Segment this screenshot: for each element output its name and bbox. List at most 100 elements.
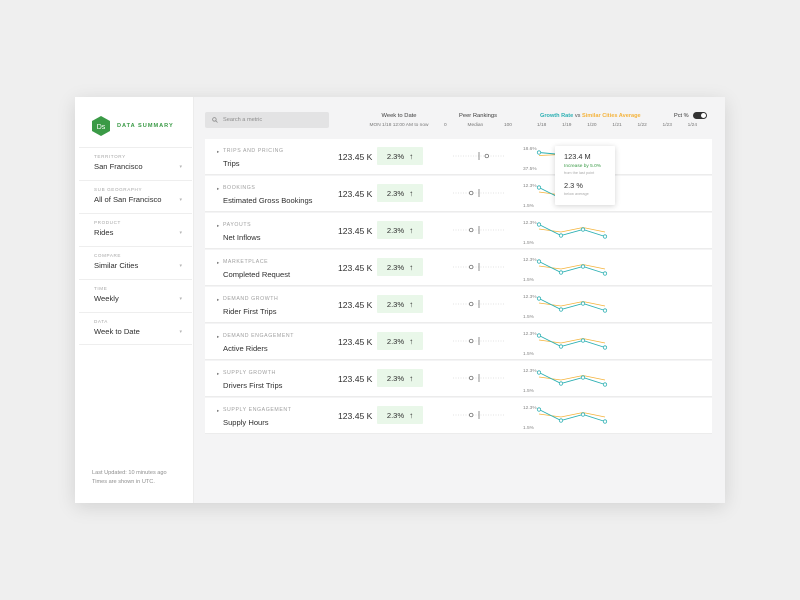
filter-label: DATA — [94, 319, 108, 324]
row-category: PAYOUTS — [223, 222, 252, 228]
filter-list: TERRITORY San Francisco ▾ SUB GEOGRAPHY … — [75, 147, 193, 345]
tooltip-pct-note: below average — [564, 192, 589, 196]
filter-time[interactable]: TIME Weekly ▾ — [79, 279, 192, 312]
change-text: 2.3% — [386, 299, 405, 309]
expand-caret-icon[interactable]: ▸ — [217, 297, 220, 302]
filter-product[interactable]: PRODUCT Rides ▾ — [79, 213, 192, 246]
y-axis-max: 12.3% — [523, 405, 537, 411]
row-category: TRIPS AND PRICING — [223, 148, 284, 154]
change-text: 2.3% — [386, 336, 405, 346]
table-row[interactable]: ▸ SUPPLY ENGAGEMENT Supply Hours 123.45 K 2.… — [205, 398, 712, 434]
chevron-down-icon: ▾ — [179, 164, 182, 170]
filter-sub-geography[interactable]: SUB GEOGRAPHY All of San Francisco ▾ — [79, 180, 192, 213]
peer-marker — [469, 338, 474, 344]
growth-point — [558, 418, 564, 423]
arrow-up-icon: ↑ — [409, 373, 414, 383]
table-row[interactable]: ▸ BOOKINGS Estimated Gross Bookings 123.45 … — [205, 176, 712, 212]
filter-territory[interactable]: TERRITORY San Francisco ▾ — [79, 147, 192, 180]
y-axis-max: 12.3% — [523, 257, 537, 263]
growth-point — [558, 270, 564, 275]
filter-value: All of San Francisco — [94, 195, 162, 204]
y-axis-max: 12.3% — [523, 183, 537, 189]
y-axis-max: 12.3% — [523, 294, 537, 300]
peer-ranking-strip — [453, 152, 505, 160]
growth-point — [536, 370, 542, 375]
row-metric: Estimated Gross Bookings — [223, 196, 313, 205]
search-input[interactable] — [223, 117, 323, 123]
row-value: 123.45 K — [338, 263, 373, 273]
change-text: 2.3% — [386, 188, 405, 198]
row-metric: Supply Hours — [223, 418, 269, 427]
table-row[interactable]: ▸ SUPPLY GROWTH Drivers First Trips 123.45 … — [205, 361, 712, 397]
filter-value: Rides — [94, 228, 114, 237]
toggle-switch[interactable] — [692, 112, 707, 119]
row-value: 123.45 K — [338, 152, 373, 162]
growth-point — [536, 185, 542, 190]
last-updated-text: Last Updated: 10 minutes ago — [92, 470, 167, 476]
expand-caret-icon[interactable]: ▸ — [217, 149, 220, 154]
y-axis-min: 1.5% — [523, 351, 535, 356]
growth-point — [580, 412, 586, 417]
y-axis-max: 12.3% — [523, 331, 537, 337]
change-badge: 2.3% ↑ — [377, 295, 423, 313]
growth-point — [602, 382, 608, 387]
filter-compare[interactable]: COMPARE Similar Cities ▾ — [79, 246, 192, 279]
pct-toggle[interactable]: Pct % — [674, 112, 707, 119]
brand-title: DATA SUMMARY — [117, 123, 174, 129]
chevron-down-icon: ▾ — [179, 263, 182, 269]
row-category: DEMAND GROWTH — [223, 296, 279, 302]
y-axis-min: 1.5% — [523, 203, 535, 208]
table-row[interactable]: ▸ DEMAND ENGAGEMENT Active Riders 123.45 K 2… — [205, 324, 712, 360]
growth-sparkline: 12.3% 1.5% — [523, 294, 608, 319]
peer-ranking-strip — [453, 300, 505, 308]
sidebar: Ds DATA SUMMARY TERRITORY San Francisco … — [75, 97, 194, 503]
y-axis-min: 1.5% — [523, 388, 535, 393]
peer-marker — [469, 412, 474, 418]
change-badge: 2.3% ↑ — [377, 332, 423, 350]
expand-caret-icon[interactable]: ▸ — [217, 371, 220, 376]
date-tick: 1/22 — [637, 123, 647, 128]
brand-logo[interactable]: Ds — [92, 116, 110, 136]
filter-label: PRODUCT — [94, 220, 121, 225]
filter-value: Weekly — [94, 294, 119, 303]
row-metric: Rider First Trips — [223, 307, 277, 316]
change-badge: 2.3% ↑ — [377, 406, 423, 424]
brand: Ds DATA SUMMARY — [75, 97, 193, 141]
main-panel: Week to Date MON 1/18 12:00 AM to now Pe… — [194, 97, 725, 503]
search-box[interactable] — [205, 112, 329, 128]
growth-point — [602, 234, 608, 239]
similar-cities-label: Similar Cities Average — [581, 113, 641, 119]
date-tick: 1/24 — [687, 123, 697, 128]
table-row[interactable]: ▸ MARKETPLACE Completed Request 123.45 K 2.3… — [205, 250, 712, 286]
change-badge: 2.3% ↑ — [377, 221, 423, 239]
y-axis-min: 1.5% — [523, 240, 535, 245]
chevron-down-icon: ▾ — [179, 197, 182, 203]
peer-marker — [469, 375, 474, 381]
growth-point — [558, 233, 564, 238]
peer-marker — [469, 264, 474, 270]
growth-point — [536, 333, 542, 338]
table-row[interactable]: ▸ DEMAND GROWTH Rider First Trips 123.45 K 2… — [205, 287, 712, 323]
y-axis-min: 1.5% — [523, 277, 535, 282]
expand-caret-icon[interactable]: ▸ — [217, 260, 220, 265]
update-note: Last Updated: 10 minutes ago Times are s… — [92, 469, 167, 487]
table-row[interactable]: ▸ TRIPS AND PRICING Trips 123.45 K 2.3% ↑ 18.6… — [205, 139, 712, 175]
arrow-up-icon: ↑ — [409, 225, 414, 235]
filter-value: Week to Date — [94, 327, 140, 336]
row-value: 123.45 K — [338, 411, 373, 421]
table-row[interactable]: ▸ PAYOUTS Net Inflows 123.45 K 2.3% ↑ 12.3% 1.5… — [205, 213, 712, 249]
expand-caret-icon[interactable]: ▸ — [217, 186, 220, 191]
filter-label: COMPARE — [94, 253, 122, 258]
arrow-up-icon: ↑ — [409, 262, 414, 272]
y-axis-min: 1.5% — [523, 314, 535, 319]
expand-caret-icon[interactable]: ▸ — [217, 223, 220, 228]
growth-sparkline: 12.3% 1.5% — [523, 257, 608, 282]
expand-caret-icon[interactable]: ▸ — [217, 408, 220, 413]
y-axis-max: 12.3% — [523, 368, 537, 374]
date-tick: 1/18 — [537, 123, 547, 128]
row-value: 123.45 K — [338, 337, 373, 347]
filter-data[interactable]: DATA Week to Date ▾ — [79, 312, 192, 345]
expand-caret-icon[interactable]: ▸ — [217, 334, 220, 339]
row-category: SUPPLY GROWTH — [223, 370, 276, 376]
chart-tooltip: 123.4 M Increase by 5.0% from the last p… — [555, 146, 615, 205]
